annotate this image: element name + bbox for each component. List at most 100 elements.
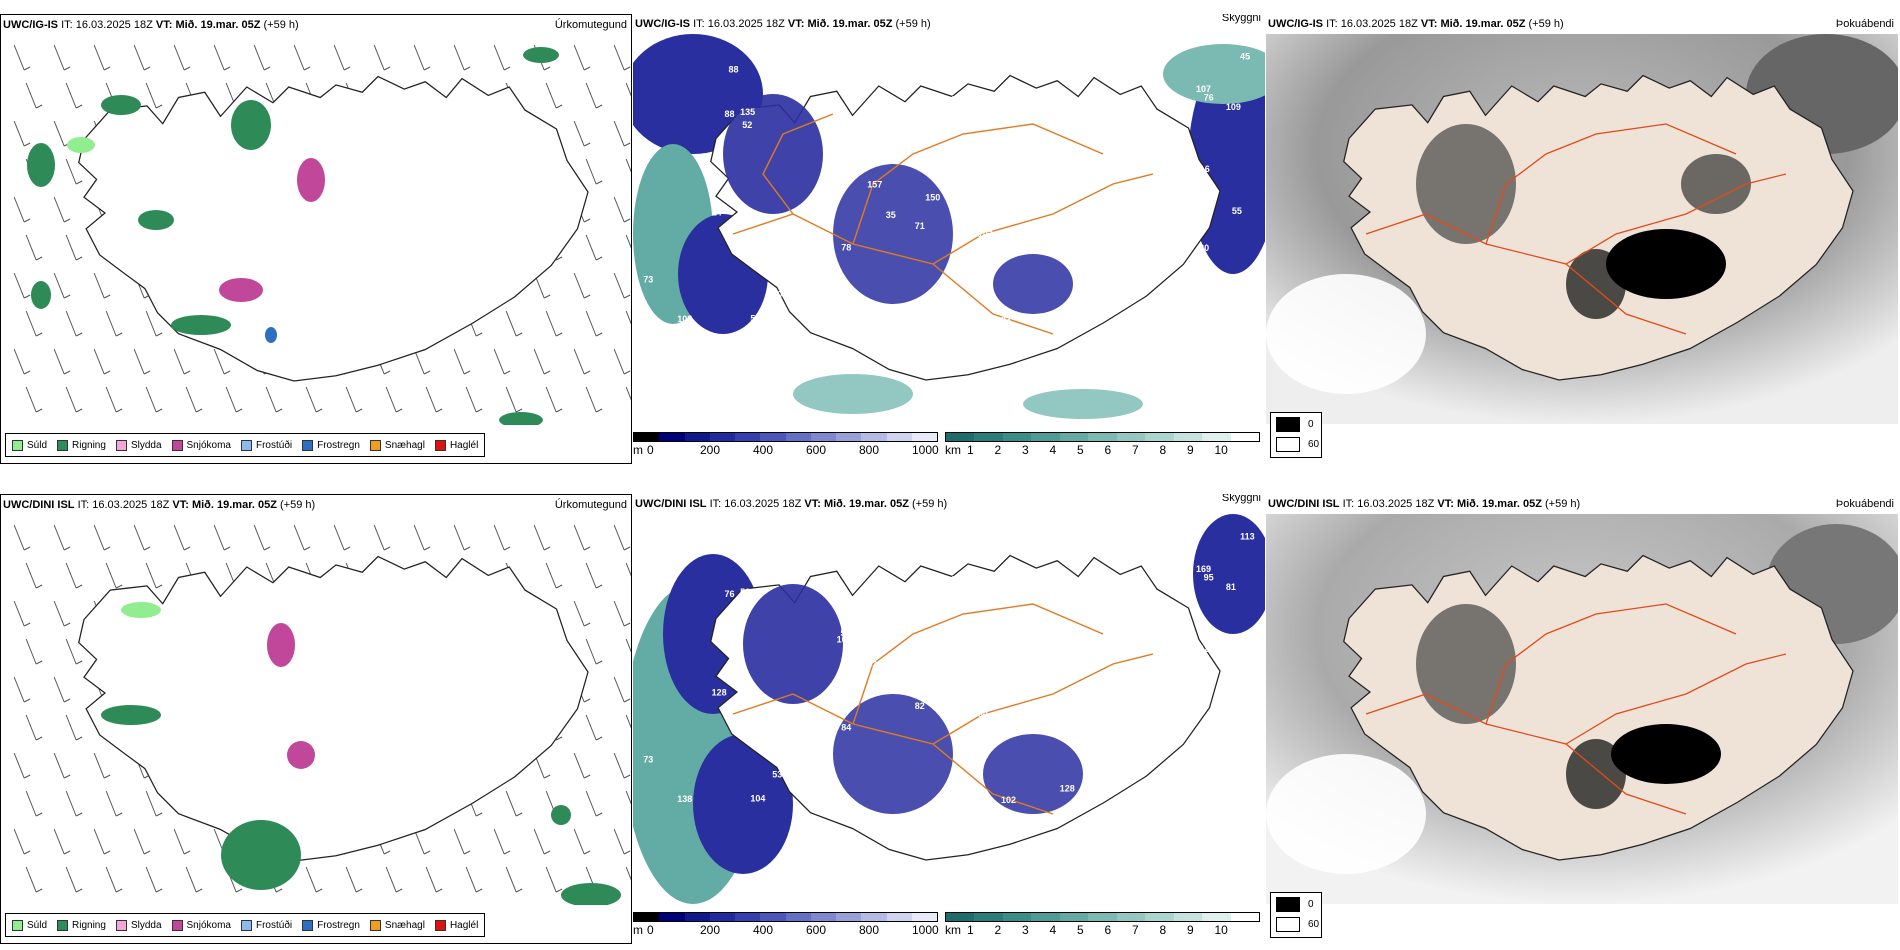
ceiling-label: 113 (1240, 532, 1255, 542)
colorbar-segment (735, 913, 761, 921)
colorbar-tick: 4 (1049, 443, 1057, 457)
colorbar-segment (1145, 433, 1174, 441)
panel-header: UWC/DINI ISL IT: 16.03.2025 18Z VT: Mið.… (3, 499, 316, 511)
colorbar-unit: km (945, 923, 961, 937)
ceiling-label: 250 (894, 138, 909, 148)
legend-item: Frostregn (302, 439, 360, 451)
roads (732, 603, 1154, 815)
ceiling-label: 55 (1232, 206, 1242, 216)
ceiling-label: 127 (915, 334, 930, 344)
colorbar-tick: 7 (1132, 923, 1139, 937)
panel-title: Úrkomutegund (554, 499, 627, 511)
precip-type-panel-1: UWC/IG-IS IT: 16.03.2025 18Z VT: Mið. 19… (0, 14, 632, 464)
legend-swatch (171, 439, 183, 451)
colorbar-tick: 400 (753, 443, 774, 457)
colorbar-unit: m (633, 443, 643, 457)
colorbar-segment (911, 433, 937, 441)
ceiling-label: 125 (713, 354, 728, 364)
colorbar-tick: 800 (859, 923, 880, 937)
visibility-bar (945, 432, 1260, 442)
fog-legend: 0 60 (1270, 412, 1322, 458)
panel-header: UWC/DINI ISL IT: 16.03.2025 18Z VT: Mið.… (635, 498, 948, 510)
legend-swatch (434, 439, 446, 451)
colorbar-segment (836, 913, 862, 921)
ceiling-label: 50 (841, 628, 851, 638)
colorbar-segment (709, 433, 735, 441)
colorbar-segment (634, 433, 660, 441)
colorbar-segment (1202, 913, 1231, 921)
colorbar-unit: m (633, 923, 643, 937)
legend-item: Rigning (57, 919, 106, 931)
panel-header: UWC/IG-IS IT: 16.03.2025 18Z VT: Mið. 19… (1268, 18, 1564, 30)
colorbar-segment (1230, 433, 1259, 441)
colorbar-segment (1031, 913, 1060, 921)
colorbar-segment (1031, 433, 1060, 441)
ceiling-label: 53 (750, 314, 760, 324)
colorbar-tick: 9 (1187, 443, 1194, 457)
legend-swatch (302, 919, 314, 931)
precip-map (13, 44, 631, 425)
colorbar-segment (1002, 433, 1032, 441)
legend-item: Slydda (115, 439, 162, 451)
ceiling-label: 118 (1195, 644, 1210, 654)
panel-header: UWC/IG-IS IT: 16.03.2025 18Z VT: Mið. 19… (635, 18, 931, 30)
ceiling-label: 52 (742, 120, 752, 130)
legend-item: Frostregn (302, 919, 360, 931)
colorbar-tick: 3 (1022, 923, 1029, 937)
legend-item: Slydda (115, 919, 162, 931)
fog-legend: 0 60 (1270, 892, 1322, 938)
visibility-ticks: km 1 2 3 4 5 6 7 8 9 10 (945, 442, 1260, 457)
precip-legend: Súld Rigning Slydda Snjókoma Frostúði Frostre… (5, 433, 486, 457)
ceiling-label: 60 (978, 709, 988, 719)
precip-areas (27, 47, 559, 425)
ceiling-label: 81 (1060, 304, 1070, 314)
ceiling-label: 36 (904, 606, 914, 616)
legend-swatch (171, 919, 183, 931)
panel-title: Skyggni (1221, 14, 1261, 24)
visibility-bar (945, 912, 1260, 922)
colorbar-segment (1088, 433, 1117, 441)
colorbar-segment (1230, 913, 1259, 921)
ceiling-label: 91 (951, 94, 961, 104)
ceiling-ticks: m 0 200 400 600 800 1000 (633, 442, 939, 457)
ceiling-label: 30 (1199, 243, 1209, 253)
ceiling-label: 109 (989, 650, 1004, 660)
ceiling-label: 53 (740, 587, 750, 597)
legend-swatch (369, 919, 381, 931)
ceiling-label: 103 (1232, 686, 1247, 696)
colorbar-segment (1202, 433, 1231, 441)
ceiling-labels: 107 103 103 157 127 63 52 70 56 109 82 53 45 58 73 30 76… (643, 52, 1250, 364)
ceiling-label: 118 (1099, 167, 1114, 177)
ceiling-label: 83 (1001, 315, 1011, 325)
ceiling-label: 101 (977, 693, 992, 703)
ceiling-label: 99 (951, 574, 961, 584)
legend-item: Frostúði (240, 919, 292, 931)
colorbar-tick: 10 (1214, 923, 1228, 937)
ceiling-label: 86 (1234, 768, 1244, 778)
colorbar-segment (684, 433, 710, 441)
ceiling-label: 145 (1130, 72, 1145, 82)
visibility-ticks: km 1 2 3 4 5 6 7 8 9 10 (945, 922, 1260, 937)
visibility-panel-2: UWC/DINI ISL IT: 16.03.2025 18Z VT: Mið.… (633, 494, 1265, 944)
legend-item: Frostúði (240, 439, 292, 451)
ceiling-label: 58 (1133, 75, 1143, 85)
visibility-colorbar: km 1 2 3 4 5 6 7 8 9 10 (945, 912, 1260, 942)
fog-map (1266, 34, 1898, 424)
ceiling-label: 388 (763, 557, 778, 567)
colorbar-segment (1002, 913, 1032, 921)
visibility-map: 169 138 60 93 74 63 41 50 69 81 73 104 113 92 167 99 36 4… (633, 514, 1265, 904)
ceiling-label: 70 (841, 148, 851, 158)
ceiling-label: 88 (725, 109, 735, 119)
legend-item: Snjókoma (171, 919, 231, 931)
legend-item: Snjókoma (171, 439, 231, 451)
legend-swatch (57, 919, 69, 931)
ceiling-label: 56 (967, 104, 977, 114)
ceiling-label: 100 (1167, 341, 1182, 351)
ceiling-label: 69 (967, 584, 977, 594)
ceiling-label: 60 (1030, 174, 1040, 184)
ceiling-label: 73 (1136, 553, 1146, 563)
precip-map (13, 524, 631, 905)
colorbar-tick: 9 (1187, 923, 1194, 937)
colorbar-segment (735, 433, 761, 441)
panel-title: Þokuábendi (1835, 498, 1894, 510)
